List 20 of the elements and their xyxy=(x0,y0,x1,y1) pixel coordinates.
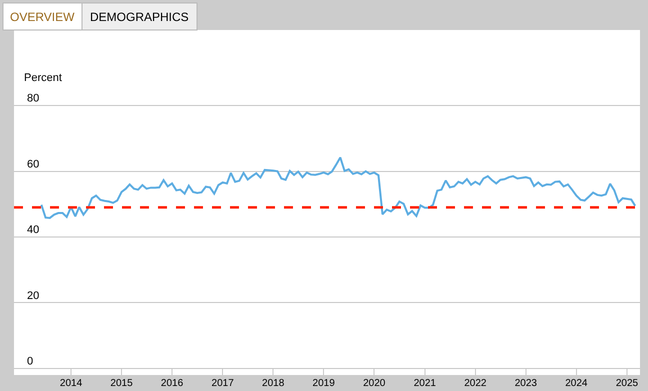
x-tick-label: 2016 xyxy=(160,378,184,389)
text: OVERVIEW xyxy=(10,10,76,24)
x-tick-label: 2022 xyxy=(464,378,487,389)
y-tick-label: 20 xyxy=(27,290,40,302)
y-axis-title: Percent xyxy=(24,72,62,84)
x-tick-label: 2019 xyxy=(312,378,336,389)
y-tick-label: 0 xyxy=(27,356,34,368)
x-tick-label: 2018 xyxy=(262,378,285,389)
y-tick-label: 40 xyxy=(27,224,40,236)
y-tick-label: 60 xyxy=(27,158,40,170)
x-tick-label: 2020 xyxy=(363,378,386,389)
x-tick-label: 2024 xyxy=(565,378,588,389)
y-tick-label: 80 xyxy=(27,92,40,105)
x-tick-label: 2015 xyxy=(110,378,134,389)
x-tick-label: 2025 xyxy=(616,378,639,389)
x-tick-label: 2017 xyxy=(212,378,234,389)
x-tick-label: 2023 xyxy=(514,378,538,389)
x-tick-label: 2021 xyxy=(414,378,436,389)
text: DEMOGRAPHICS xyxy=(90,10,189,24)
x-tick-label: 2014 xyxy=(60,378,83,389)
